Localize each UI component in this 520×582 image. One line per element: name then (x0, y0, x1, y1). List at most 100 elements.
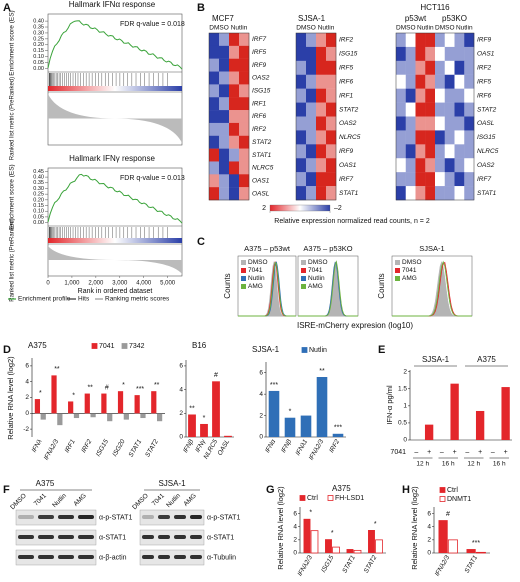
legend-label: AMG (402, 275, 417, 282)
gene-label: NLRC5 (339, 134, 361, 141)
heatmap-cell (415, 186, 426, 201)
heatmap-cell (396, 172, 406, 187)
heatmap-cell (219, 174, 230, 188)
x-tick-label: IFNλ2/3 (297, 554, 315, 577)
heatmap-cell (415, 116, 426, 131)
heatmap-cell (316, 102, 327, 117)
significance: ** (154, 382, 160, 389)
condition-label: DMSO (209, 25, 229, 32)
axis-label: Counts (377, 273, 386, 298)
blot (139, 529, 205, 546)
band (158, 535, 170, 539)
x-tick-label: STAT1 (341, 554, 357, 575)
legend-swatch (91, 343, 98, 349)
bar (310, 530, 319, 554)
y-tick-label: 0.10 (33, 209, 44, 215)
heatmap-cell (239, 97, 250, 111)
x-tick-label: 3,000 (112, 281, 128, 287)
heatmap-cell (219, 187, 230, 201)
gene-label: OAS2 (339, 120, 357, 127)
axis-label: Rank in ordered dataset (78, 288, 153, 295)
legend-swatch (439, 496, 446, 502)
heatmap-cell (209, 71, 220, 85)
lane-label: DMSO (131, 492, 150, 511)
heatmap-cell (444, 158, 455, 173)
cell-line-label: SJSA-1 (298, 14, 326, 23)
flow-title: SJSA-1 (419, 244, 444, 253)
chart-title: A375 (332, 484, 351, 493)
heatmap-cell (415, 60, 426, 75)
legend-label: Ctrl (307, 495, 318, 502)
heatmap-cell (425, 172, 436, 187)
bar (303, 518, 311, 553)
heatmap-cell (306, 144, 317, 159)
x-tick-label: ISG20 (111, 438, 126, 458)
heatmap-cell (229, 135, 240, 149)
x-tick-label: IRF2 (80, 438, 93, 454)
histogram-curve (298, 262, 358, 317)
fdr-label: FDR q-value = 0.013 (120, 175, 185, 182)
band (18, 515, 34, 519)
legend-swatch (395, 260, 400, 265)
blot (139, 549, 205, 566)
heatmap-cell (306, 172, 317, 187)
heatmap-cell (464, 130, 475, 145)
heatmap-cell (219, 161, 230, 175)
heatmap-cell (435, 60, 445, 75)
significance: * (39, 390, 42, 397)
heatmap-cell (435, 102, 445, 117)
x-tick-label: OASL (216, 438, 231, 457)
heatmap-cell (239, 45, 250, 59)
bar (284, 417, 296, 437)
legend-label: 7041 (308, 267, 323, 274)
band (38, 555, 54, 559)
heatmap-cell (296, 74, 307, 89)
gene-label: IRF6 (339, 78, 353, 85)
heatmap-cell (435, 186, 445, 201)
x-tick-label: 0 (46, 281, 50, 287)
heatmap-cell (464, 186, 475, 201)
gene-label: IRF5 (339, 65, 353, 72)
bar (156, 413, 163, 422)
bar (332, 433, 344, 437)
gene-label: IRF6 (477, 92, 491, 99)
bar (151, 391, 157, 414)
x-tick-label: – (414, 449, 418, 456)
heatmap-cell (415, 74, 426, 89)
y-tick-label: 2 (403, 368, 407, 375)
y-tick-label: 0 (25, 410, 29, 417)
panel-label: B (197, 2, 205, 14)
x-tick-label: IRF1 (64, 438, 77, 454)
band (38, 535, 54, 539)
panel-label: E (378, 344, 385, 356)
panel-label: A (3, 2, 11, 14)
heatmap-cell (464, 172, 475, 187)
bar (101, 393, 107, 414)
heatmap-cell (229, 71, 240, 85)
heatmap-cell (316, 130, 327, 145)
heatmap-cell (296, 144, 307, 159)
heatmap-cell (229, 84, 240, 98)
x-tick-label: IFNβ (280, 438, 293, 454)
y-tick-label: 0.15 (33, 48, 44, 54)
heatmap-cell (405, 46, 416, 62)
heatmap-cell (306, 88, 317, 103)
gene-label: STAT1 (477, 190, 497, 197)
heatmap-cell (306, 116, 317, 131)
heatmap-cell (396, 46, 406, 62)
heatmap-cell (444, 46, 455, 62)
fdr-label: FDR q-value = 0.018 (120, 21, 185, 28)
x-tick-label: IFNα (264, 438, 277, 454)
y-tick-label: 2 (427, 537, 431, 544)
gene-label: OAS1 (477, 51, 495, 58)
legend-label: AMG (248, 283, 263, 290)
bar (501, 387, 510, 440)
y-tick-label: 0 (259, 434, 263, 441)
bar (123, 413, 129, 420)
heatmap-cell (435, 88, 445, 103)
legend-swatch (241, 268, 246, 273)
heatmap-cell (454, 60, 465, 75)
histogram-curve (392, 260, 472, 317)
heatmap-cell (464, 74, 475, 89)
chart-title: B16 (192, 341, 207, 350)
